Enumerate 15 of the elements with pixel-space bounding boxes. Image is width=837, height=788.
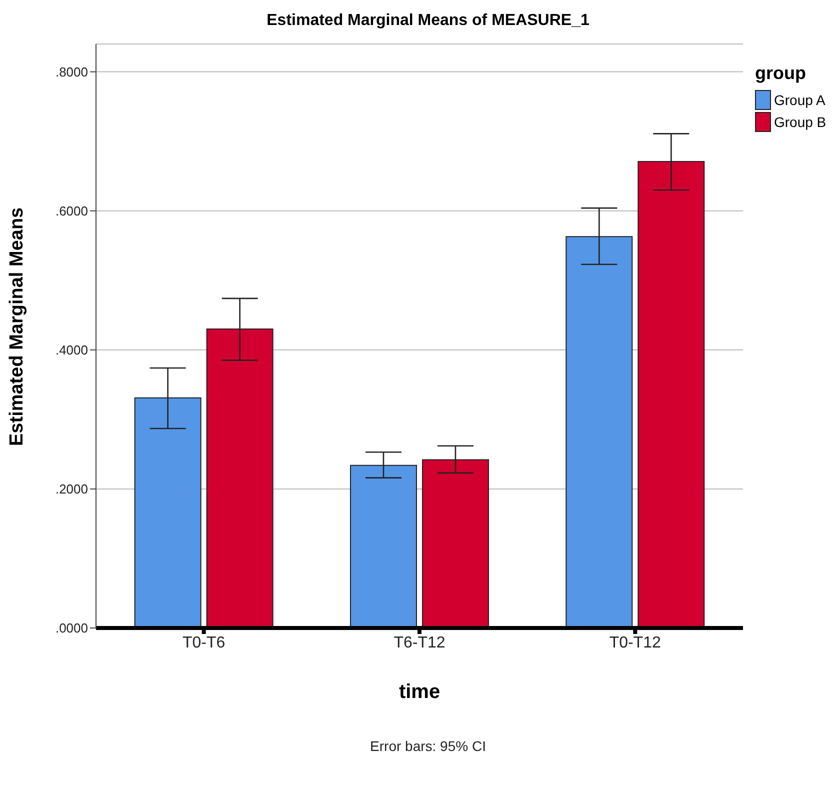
x-tick-label: T6-T12 bbox=[394, 634, 446, 652]
legend-title: group bbox=[755, 63, 807, 84]
chart-title: Estimated Marginal Means of MEASURE_1 bbox=[266, 12, 590, 30]
legend-label: Group B bbox=[773, 113, 828, 132]
y-tick-label: .6000 bbox=[55, 203, 88, 218]
y-tick-label: .8000 bbox=[55, 64, 88, 80]
text: Error bars: 95% CI bbox=[369, 738, 487, 754]
x-tick-label: T0-T12 bbox=[609, 634, 662, 652]
x-tick-label: T0-T6 bbox=[182, 634, 226, 652]
y-tick-label: .2000 bbox=[55, 482, 88, 497]
y-tick-label: .4000 bbox=[55, 342, 88, 358]
x-axis-title: time bbox=[398, 681, 440, 703]
y-tick-label: .0000 bbox=[55, 620, 88, 636]
y-axis-title: Estimated Marginal Means bbox=[6, 207, 28, 446]
legend-label: Group A bbox=[773, 91, 826, 110]
